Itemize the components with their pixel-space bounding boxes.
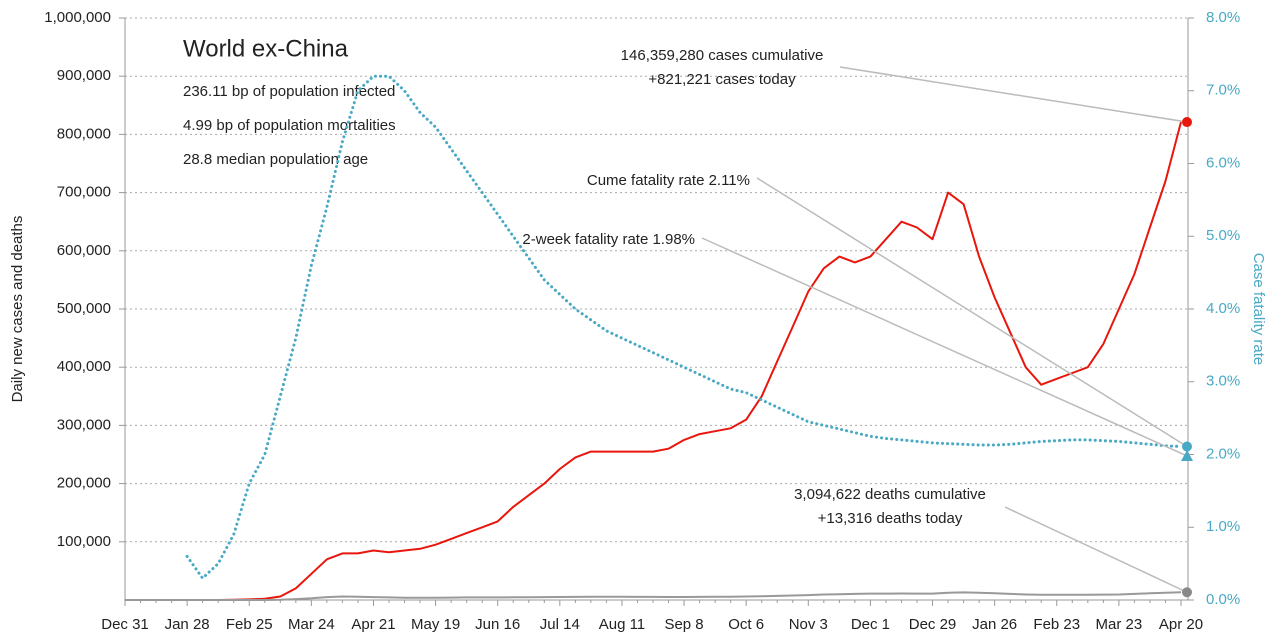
- x-tick-label: Oct 6: [728, 616, 764, 633]
- x-tick-label: Mar 24: [288, 616, 335, 633]
- annotation-text: 2-week fatality rate 1.98%: [522, 231, 695, 248]
- y-tick-label: 600,000: [57, 242, 111, 259]
- x-tick-label: May 19: [411, 616, 460, 633]
- y2-tick-label: 6.0%: [1206, 154, 1240, 171]
- annotation-marker: [1182, 441, 1192, 452]
- x-tick-label: Dec 1: [851, 616, 890, 633]
- y2-tick-label: 4.0%: [1206, 300, 1240, 317]
- y-tick-label: 700,000: [57, 184, 111, 201]
- y2-tick-label: 1.0%: [1206, 518, 1240, 535]
- x-tick-label: Apr 20: [1159, 616, 1203, 633]
- x-tick-label: Nov 3: [789, 616, 828, 633]
- y2-tick-label: 7.0%: [1206, 82, 1240, 99]
- y2-axis-label: Case fatality rate: [1250, 253, 1267, 366]
- info-line: 28.8 median population age: [183, 151, 368, 168]
- annotation-connector: [756, 177, 1188, 448]
- x-tick-label: Jan 28: [165, 616, 210, 633]
- annotation-text: Cume fatality rate 2.11%: [587, 172, 750, 189]
- series-line: [125, 121, 1182, 601]
- y-tick-label: 900,000: [57, 67, 111, 84]
- y-tick-label: 1,000,000: [44, 9, 111, 26]
- info-line: 236.11 bp of population infected: [183, 83, 395, 100]
- annotation-text: 3,094,622 deaths cumulative: [794, 486, 986, 503]
- series-line: [125, 591, 1182, 601]
- x-tick-label: Jun 16: [475, 616, 520, 633]
- y-tick-label: 300,000: [57, 416, 111, 433]
- y2-tick-label: 0.0%: [1206, 591, 1240, 608]
- annotation-text: 146,359,280 cases cumulative: [621, 47, 824, 64]
- x-tick-label: Jan 26: [972, 616, 1017, 633]
- y2-tick-label: 5.0%: [1206, 227, 1240, 244]
- y2-tick-label: 2.0%: [1206, 445, 1240, 462]
- annotation-text: +13,316 deaths today: [818, 510, 963, 527]
- x-tick-label: Aug 11: [599, 616, 645, 633]
- x-tick-label: Apr 21: [351, 616, 395, 633]
- annotation-text: +821,221 cases today: [648, 71, 796, 88]
- y-tick-label: 500,000: [57, 300, 111, 317]
- y-tick-label: 100,000: [57, 533, 111, 550]
- series-line: [185, 74, 1183, 580]
- annotation-marker: [1182, 587, 1192, 598]
- y2-tick-label: 8.0%: [1206, 9, 1240, 26]
- x-tick-label: Sep 8: [664, 616, 703, 633]
- annotation-marker: [1182, 117, 1192, 128]
- x-tick-label: Dec 31: [101, 616, 149, 633]
- chart-title: World ex-China: [183, 35, 349, 62]
- x-tick-label: Dec 29: [909, 616, 957, 633]
- annotation-connector: [1004, 506, 1188, 593]
- x-tick-label: Feb 23: [1033, 616, 1080, 633]
- y-tick-label: 800,000: [57, 125, 111, 142]
- x-tick-label: Jul 14: [540, 616, 580, 633]
- y-tick-label: 400,000: [57, 358, 111, 375]
- y-axis-label: Daily new cases and deaths: [9, 216, 26, 403]
- x-tick-label: Feb 25: [226, 616, 273, 633]
- annotation-marker: [1181, 449, 1193, 461]
- y2-tick-label: 3.0%: [1206, 373, 1240, 390]
- y-tick-label: 200,000: [57, 475, 111, 492]
- annotation-connector: [839, 66, 1188, 123]
- x-tick-label: Mar 23: [1096, 616, 1143, 633]
- info-line: 4.99 bp of population mortalities: [183, 117, 396, 134]
- annotation-connector: [701, 237, 1188, 457]
